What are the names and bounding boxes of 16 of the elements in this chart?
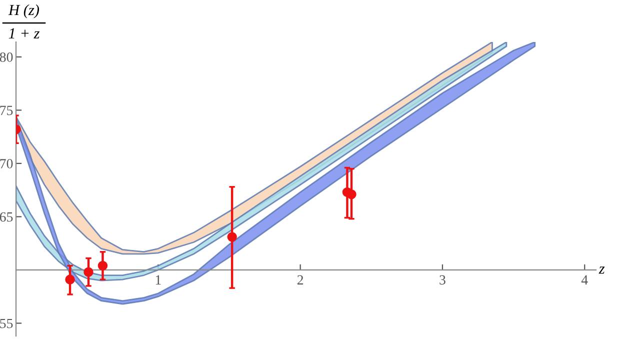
y-axis-title: H (z) 1 + z — [8, 4, 40, 38]
y-tick-label: 70 — [0, 159, 13, 168]
x-axis-title: z — [598, 266, 605, 274]
y-tick-label: 75 — [0, 106, 13, 116]
x-tick-label: 2 — [297, 275, 304, 284]
point — [84, 267, 94, 277]
point — [227, 232, 237, 242]
x-tick-label: 1 — [156, 275, 161, 284]
x-tick-label: 3 — [440, 275, 446, 285]
y-tick-label: 80 — [0, 52, 13, 62]
point — [346, 189, 356, 200]
x-tick-label: 4 — [581, 275, 588, 284]
y-tick-label: 65 — [0, 212, 13, 222]
y-tick-label: 55 — [0, 318, 13, 328]
point — [98, 260, 108, 271]
point — [65, 274, 75, 284]
